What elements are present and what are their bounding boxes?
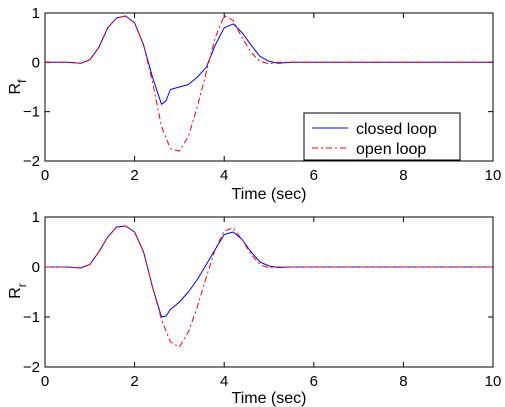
y-tick-label: −1	[23, 104, 40, 121]
x-tick-label: 2	[130, 373, 138, 390]
svg-text:Rr: Rr	[7, 283, 29, 299]
y-tick-label: 0	[32, 259, 40, 276]
y-tick-label: 1	[32, 209, 40, 226]
x-tick-label: 8	[399, 373, 407, 390]
x-tick-label: 2	[130, 167, 138, 184]
series-group	[45, 15, 493, 152]
series-line-open-loop	[45, 15, 493, 152]
axes-box	[44, 216, 494, 368]
legend-box	[303, 112, 461, 161]
svg-text:Rf: Rf	[7, 79, 29, 95]
x-axis-label: Time (sec)	[232, 186, 307, 203]
y-axis-label: Rf	[7, 79, 29, 95]
y-axis-label-main: R	[7, 287, 24, 299]
legend-label-closed-loop: closed loop	[356, 121, 437, 138]
x-tick-label: 0	[41, 373, 49, 390]
y-axis-label-subscript: f	[15, 79, 29, 83]
x-tick-label: 4	[220, 373, 228, 390]
x-tick-label: 0	[41, 167, 49, 184]
y-axis-label-subscript: r	[15, 283, 29, 287]
x-tick-label: 4	[220, 167, 228, 184]
y-tick-label: −2	[23, 359, 40, 376]
y-tick-label: −1	[23, 309, 40, 326]
series-group	[45, 225, 493, 348]
series-line-open-loop	[45, 225, 493, 348]
legend-label-open-loop: open loop	[356, 141, 426, 158]
x-tick-label: 10	[485, 373, 502, 390]
y-tick-label: 0	[32, 54, 40, 71]
y-axis-label: Rr	[7, 283, 29, 299]
x-tick-label: 8	[399, 167, 407, 184]
x-tick-label: 10	[485, 167, 502, 184]
legend: closed loop open loop	[303, 112, 461, 161]
y-tick-label: −2	[23, 153, 40, 170]
x-tick-label: 6	[310, 167, 318, 184]
y-tick-label: 1	[32, 5, 40, 22]
x-axis-label: Time (sec)	[232, 390, 307, 407]
x-tick-label: 6	[310, 373, 318, 390]
y-axis-label-main: R	[7, 83, 24, 95]
